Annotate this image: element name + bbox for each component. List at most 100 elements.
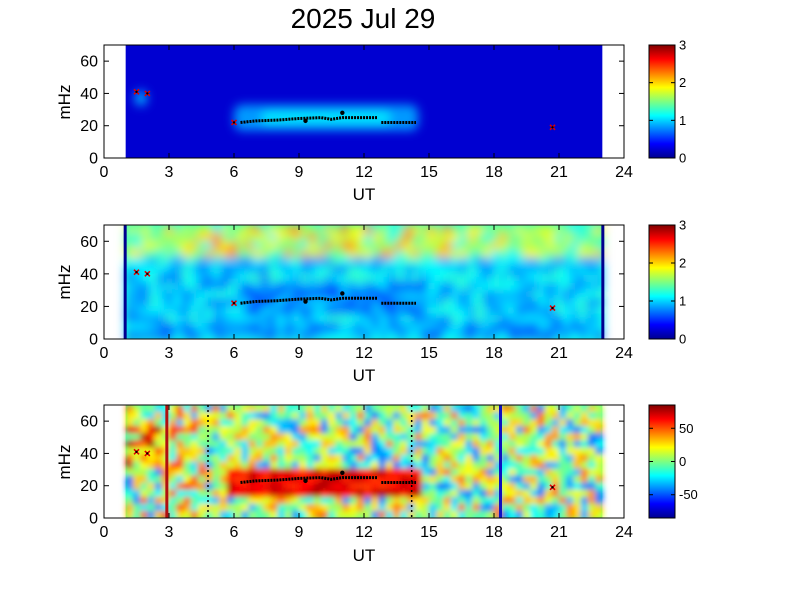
heatmap-cell [537, 419, 546, 428]
heatmap-cell [205, 314, 215, 324]
heatmap-cell [205, 461, 214, 470]
heatmap-cell [181, 282, 191, 292]
heatmap-cell [494, 419, 503, 428]
heatmap-cell [244, 298, 254, 308]
heatmap-cell [580, 454, 589, 463]
heatmap-cell [378, 454, 387, 463]
heatmap-cell [270, 461, 279, 470]
heatmap-cell [371, 249, 381, 259]
heatmap-cell [400, 482, 409, 491]
heatmap-cell [403, 330, 413, 339]
heatmap-cell [327, 426, 337, 435]
heatmap-cell [241, 489, 250, 498]
heatmap-cell [562, 225, 572, 235]
heatmap-cell [189, 225, 199, 235]
x-tick-label: 9 [295, 345, 304, 362]
heatmap-cell [342, 503, 351, 512]
heatmap-cell [190, 468, 199, 477]
heatmap-cell [197, 225, 207, 235]
heatmap-cell [228, 241, 238, 251]
heatmap-cell [226, 454, 235, 463]
heatmap-cell [364, 249, 373, 259]
heatmap-cell [421, 510, 430, 518]
heatmap-cell [356, 273, 365, 283]
heatmap-cell [491, 257, 501, 267]
heatmap-cell [197, 241, 207, 251]
heatmap-cell [324, 306, 334, 316]
heatmap-cell [291, 482, 300, 491]
heatmap-cell [494, 503, 503, 512]
heatmap-cell [594, 306, 604, 316]
heatmap-cell [479, 496, 488, 505]
heatmap-cell [491, 306, 501, 316]
heatmap-cell [580, 412, 589, 421]
heatmap-cell [573, 447, 582, 456]
heatmap-cell [284, 314, 294, 324]
heatmap-cell [414, 440, 423, 449]
heatmap-cell [544, 412, 553, 421]
heatmap-cell [465, 475, 474, 484]
heatmap-cell [349, 419, 358, 428]
frequency-trace-1 [133, 88, 556, 131]
heatmap-cell [348, 257, 358, 267]
heatmap-cell [436, 433, 445, 442]
heatmap-cell [443, 322, 453, 332]
heatmap-cell [183, 461, 192, 470]
heatmap-cell [221, 257, 230, 267]
heatmap-cell [475, 225, 485, 235]
heatmap-cells [125, 225, 604, 339]
heatmap-cell [392, 454, 402, 463]
heatmap-cell [559, 419, 568, 428]
heatmap-cell [507, 257, 516, 267]
heatmap-cell [291, 468, 300, 477]
heatmap-cell [277, 426, 286, 435]
heatmap-cell [467, 330, 477, 339]
x-tick-label: 6 [230, 524, 239, 541]
heatmap-cell [324, 290, 334, 300]
heatmap-cell [189, 314, 199, 324]
x-tick-label: 21 [550, 164, 568, 181]
heatmap-cell [595, 447, 604, 456]
heatmap-cell [411, 330, 421, 339]
heatmap-cell [149, 225, 159, 235]
x-tick-label: 6 [230, 164, 239, 181]
heatmap-cell [255, 496, 264, 505]
heatmap-cell [544, 489, 553, 498]
heatmap-cell [562, 241, 572, 251]
heatmap-cell [494, 454, 503, 463]
heatmap-cell [562, 306, 572, 316]
heatmap-cell [205, 290, 215, 300]
heatmap-cell [173, 282, 183, 292]
heatmap-cell [546, 233, 556, 243]
heatmap-cell [451, 282, 461, 292]
heatmap-cell [340, 233, 350, 243]
heatmap-cell [537, 496, 546, 505]
heatmap-cell [157, 298, 167, 308]
heatmap-cell [141, 233, 151, 243]
heatmap-cell [205, 496, 214, 505]
heatmap-cell [546, 290, 556, 300]
heatmap-cell [157, 290, 167, 300]
heatmap-cell [125, 475, 134, 484]
heatmap-cell [407, 468, 416, 477]
heatmap-cell [340, 225, 350, 235]
heatmap-cell [443, 461, 452, 470]
heatmap-cell [435, 249, 445, 259]
heatmap-cell [268, 290, 278, 300]
heatmap-cell [501, 496, 510, 505]
x-tick-label: 24 [615, 164, 633, 181]
heatmap-cell [212, 482, 221, 491]
heatmap-cell [421, 503, 430, 512]
heatmap-cell [414, 454, 423, 463]
heatmap-cell [292, 330, 302, 339]
heatmap-cell [141, 257, 151, 267]
heatmap-cell [284, 510, 293, 518]
heatmap-cell [427, 233, 437, 243]
heatmap-cell [395, 330, 405, 339]
heatmap-cell [154, 468, 163, 477]
heatmap-cell [364, 282, 373, 292]
heatmap-cell [465, 454, 474, 463]
heatmap-cell [270, 412, 279, 421]
colorbar-tick-label: 1 [679, 294, 686, 309]
heatmap-cell [450, 482, 459, 491]
